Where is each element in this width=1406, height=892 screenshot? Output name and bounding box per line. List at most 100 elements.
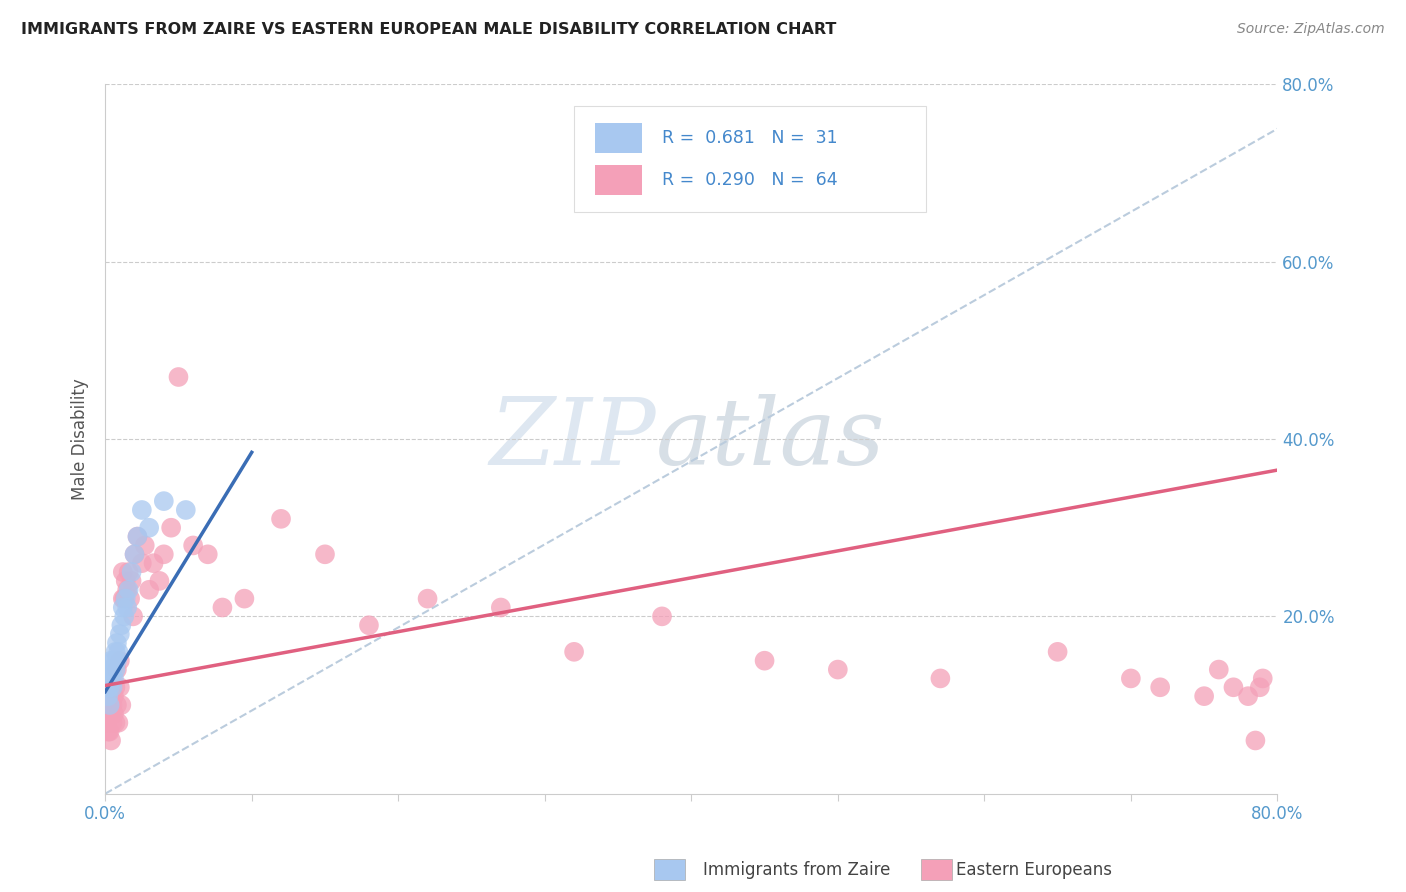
Point [98, 698, 121, 712]
Point [148, 574, 170, 588]
Point [827, 663, 849, 677]
Point [112, 609, 135, 624]
Point [98, 706, 121, 721]
Point [233, 591, 256, 606]
Point [357, 618, 380, 632]
Point [197, 547, 219, 561]
Text: Eastern Europeans: Eastern Europeans [956, 861, 1112, 879]
Point [111, 600, 134, 615]
Point [98, 663, 121, 677]
Point [181, 538, 204, 552]
Point [104, 645, 127, 659]
Point [107, 645, 129, 659]
Point [1192, 689, 1215, 703]
Point [115, 600, 138, 615]
FancyBboxPatch shape [595, 123, 643, 153]
Point [104, 663, 127, 677]
Point [108, 681, 131, 695]
Point [127, 530, 149, 544]
Point [97, 724, 120, 739]
Point [110, 618, 132, 632]
Point [111, 591, 134, 606]
Point [110, 698, 132, 712]
Text: R =  0.290   N =  64: R = 0.290 N = 64 [662, 171, 838, 189]
Point [153, 547, 176, 561]
Point [96, 715, 118, 730]
Point [127, 530, 149, 544]
Point [103, 672, 125, 686]
Point [98, 689, 121, 703]
Point [929, 672, 952, 686]
Point [114, 591, 136, 606]
Point [124, 547, 146, 561]
Point [105, 663, 128, 677]
Point [754, 654, 776, 668]
Point [562, 645, 585, 659]
Point [131, 503, 153, 517]
Point [100, 654, 122, 668]
Point [98, 681, 121, 695]
Point [1251, 672, 1274, 686]
Point [174, 503, 197, 517]
Point [104, 681, 127, 695]
Point [270, 512, 292, 526]
Point [118, 565, 141, 579]
Point [101, 681, 124, 695]
Point [112, 591, 135, 606]
Point [121, 565, 143, 579]
Point [1149, 681, 1171, 695]
Text: IMMIGRANTS FROM ZAIRE VS EASTERN EUROPEAN MALE DISABILITY CORRELATION CHART: IMMIGRANTS FROM ZAIRE VS EASTERN EUROPEA… [21, 22, 837, 37]
Point [97, 672, 120, 686]
Point [1208, 663, 1230, 677]
Point [107, 715, 129, 730]
FancyBboxPatch shape [595, 165, 643, 195]
Point [1249, 681, 1271, 695]
Point [153, 494, 176, 508]
Point [167, 370, 190, 384]
Point [111, 565, 134, 579]
Text: Source: ZipAtlas.com: Source: ZipAtlas.com [1237, 22, 1385, 37]
Point [97, 698, 120, 712]
Point [103, 689, 125, 703]
Point [105, 636, 128, 650]
Point [416, 591, 439, 606]
Point [103, 706, 125, 721]
Point [100, 733, 122, 747]
Point [1237, 689, 1260, 703]
Point [138, 521, 160, 535]
Point [101, 663, 124, 677]
Point [105, 698, 128, 712]
Y-axis label: Male Disability: Male Disability [72, 378, 89, 500]
Point [120, 591, 142, 606]
Point [105, 654, 128, 668]
Point [121, 574, 143, 588]
Point [142, 556, 165, 570]
Point [98, 724, 121, 739]
Point [1222, 681, 1244, 695]
Point [651, 609, 673, 624]
Point [114, 574, 136, 588]
Point [489, 600, 512, 615]
Point [115, 582, 138, 597]
Point [100, 672, 122, 686]
Point [96, 681, 118, 695]
Text: ZIP: ZIP [489, 394, 657, 484]
Point [1119, 672, 1142, 686]
Point [124, 547, 146, 561]
Point [101, 698, 124, 712]
Point [138, 582, 160, 597]
Text: R =  0.681   N =  31: R = 0.681 N = 31 [662, 128, 838, 146]
Point [101, 715, 124, 730]
Point [108, 627, 131, 641]
Point [122, 609, 145, 624]
Point [108, 654, 131, 668]
Point [211, 600, 233, 615]
Point [134, 538, 156, 552]
Point [1046, 645, 1069, 659]
Point [103, 654, 125, 668]
Point [101, 681, 124, 695]
Point [118, 582, 141, 597]
Point [97, 689, 120, 703]
Point [104, 715, 127, 730]
Point [1244, 733, 1267, 747]
